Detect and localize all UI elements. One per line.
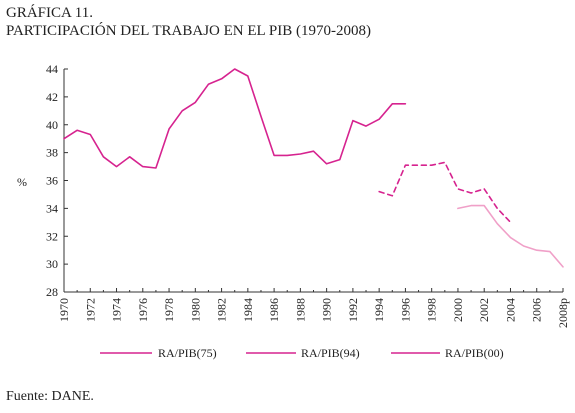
x-tick-label: 1982 [215, 298, 229, 322]
chart-legend: RA/PIB(75) RA/PIB(94) RA/PIB(00) [100, 346, 504, 360]
y-tick-label: 36 [46, 174, 58, 188]
x-tick-label: 1986 [267, 298, 281, 322]
x-tick-label: 1980 [188, 298, 202, 322]
x-tick-label: 2004 [503, 298, 517, 322]
legend-label-1: RA/PIB(75) [158, 346, 217, 360]
chart-title-line2: PARTICIPACIÓN DEL TRABAJO EN EL PIB (197… [6, 23, 371, 39]
series-line-2 [378, 161, 512, 224]
y-tick-label: 38 [46, 146, 58, 160]
y-tick-label: 34 [46, 201, 58, 215]
chart-title-block: GRÁFICA 11. PARTICIPACIÓN DEL TRABAJO EN… [6, 4, 371, 40]
y-tick-label: 30 [46, 257, 58, 271]
legend-label-2: RA/PIB(94) [301, 346, 360, 360]
x-tick-label: 1976 [136, 298, 150, 322]
y-axis-label: % [17, 175, 27, 189]
x-tick-label: 1996 [398, 298, 412, 322]
source-note: Fuente: DANE. [6, 389, 94, 404]
x-tick-label: 1974 [110, 298, 124, 322]
x-tick-label: 2008p [556, 298, 570, 328]
line-chart: 28 30 32 34 36 38 40 42 44% 1970 1972 1974 1976 1978 1… [17, 62, 570, 360]
y-tick-label: 40 [46, 118, 58, 132]
legend-label-3: RA/PIB(00) [445, 346, 504, 360]
x-tick-label: 2000 [451, 298, 465, 322]
chart-series-layer [63, 68, 564, 268]
chart-axes: 28 30 32 34 36 38 40 42 44% 1970 1972 1974 1976 1978 1… [17, 62, 570, 328]
x-tick-label: 2002 [477, 298, 491, 322]
chart-title-line1: GRÁFICA 11. [6, 5, 93, 21]
y-tick-label: 32 [46, 229, 58, 243]
x-tick-label: 1972 [83, 298, 97, 322]
y-tick-label: 28 [46, 285, 58, 299]
x-tick-label: 1984 [241, 298, 255, 322]
x-tick-label: 1994 [372, 298, 386, 322]
x-tick-label: 1978 [162, 298, 176, 322]
x-tick-label: 1998 [425, 298, 439, 322]
x-tick-label: 2006 [530, 298, 544, 322]
series-line-1 [63, 68, 407, 169]
x-tick-label: 1988 [293, 298, 307, 322]
x-tick-label: 1970 [57, 298, 71, 322]
y-tick-label: 42 [46, 90, 58, 104]
x-tick-label: 1990 [320, 298, 334, 322]
x-tick-label: 1992 [346, 298, 360, 322]
y-tick-label: 44 [46, 62, 58, 76]
series-line-3 [457, 204, 564, 268]
